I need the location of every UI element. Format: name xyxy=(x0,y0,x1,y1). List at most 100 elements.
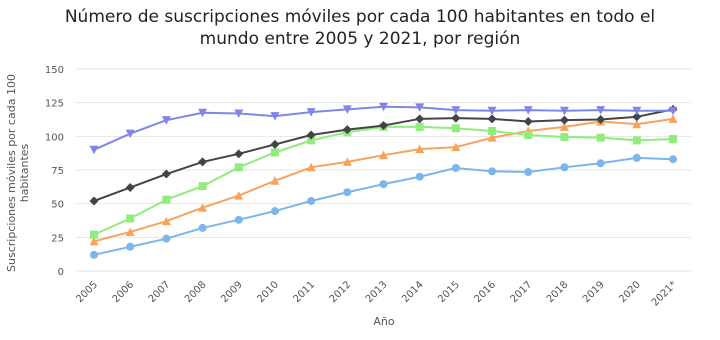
point xyxy=(307,196,316,205)
point xyxy=(415,172,424,181)
point xyxy=(632,136,641,145)
chart-title: Número de suscripciones móviles por cada… xyxy=(0,6,720,50)
point xyxy=(596,133,605,142)
x-tick-label: 2012 xyxy=(328,279,354,305)
point xyxy=(343,188,352,197)
x-tick-label: 2005 xyxy=(74,279,100,305)
point xyxy=(668,114,678,123)
point xyxy=(342,157,352,166)
point xyxy=(126,214,135,223)
x-tick-label: 2020 xyxy=(617,279,643,305)
point xyxy=(632,106,642,116)
point xyxy=(451,113,461,123)
point xyxy=(487,106,497,116)
point xyxy=(307,136,316,145)
point xyxy=(415,114,425,124)
point xyxy=(669,135,677,144)
point xyxy=(560,133,569,142)
point xyxy=(89,196,99,206)
point xyxy=(488,126,497,135)
point xyxy=(198,108,208,118)
point xyxy=(632,112,642,122)
point xyxy=(306,108,316,117)
point xyxy=(632,153,641,162)
point xyxy=(524,168,533,177)
x-tick-label: 2011 xyxy=(291,279,317,305)
point xyxy=(161,216,171,226)
y-tick-label: 50 xyxy=(51,200,64,211)
x-tick-label: 2016 xyxy=(472,279,498,305)
point xyxy=(379,102,388,112)
point xyxy=(524,130,533,139)
x-axis-label: Año xyxy=(373,315,394,328)
x-tick-label: 2009 xyxy=(219,279,245,305)
point xyxy=(89,145,99,155)
y-tick-label: 75 xyxy=(51,166,64,177)
point xyxy=(415,144,425,154)
point xyxy=(234,191,244,200)
point xyxy=(379,180,388,189)
x-tick-label: 2007 xyxy=(147,279,173,305)
point xyxy=(523,117,533,127)
point xyxy=(451,106,461,115)
point xyxy=(126,242,135,251)
point xyxy=(342,125,352,135)
y-tick-label: 0 xyxy=(58,267,64,278)
point xyxy=(487,114,497,124)
point xyxy=(162,195,171,204)
point xyxy=(379,121,388,131)
point xyxy=(90,250,98,259)
point xyxy=(161,169,171,179)
point xyxy=(198,203,208,212)
y-tick-label: 125 xyxy=(45,99,64,110)
point xyxy=(632,119,642,129)
point xyxy=(668,106,678,116)
point xyxy=(234,215,243,224)
point xyxy=(596,106,606,115)
point xyxy=(560,163,569,172)
x-tick-label: 2019 xyxy=(581,279,607,305)
point xyxy=(415,103,425,112)
point xyxy=(559,106,569,116)
point xyxy=(162,234,171,243)
x-tick-label: 2014 xyxy=(400,279,426,305)
point xyxy=(125,227,135,236)
point xyxy=(306,130,316,140)
point xyxy=(161,116,171,125)
point xyxy=(487,133,497,142)
point xyxy=(559,122,569,131)
point xyxy=(270,148,279,157)
point xyxy=(125,129,135,139)
x-tick-label: 2008 xyxy=(183,279,209,305)
x-tick-label: 2013 xyxy=(364,279,390,305)
point xyxy=(451,142,461,152)
point xyxy=(234,149,244,159)
point xyxy=(379,150,388,160)
x-tick-label: 2018 xyxy=(545,279,571,305)
point xyxy=(451,163,460,172)
point xyxy=(342,105,352,114)
point xyxy=(596,159,605,168)
point xyxy=(596,115,606,124)
x-tick-label: 2006 xyxy=(111,279,137,305)
point xyxy=(270,176,280,185)
point xyxy=(198,157,208,167)
point xyxy=(234,163,243,172)
x-tick-label: 2015 xyxy=(436,279,462,305)
point xyxy=(523,106,533,115)
chart-title-text: Número de suscripciones móviles por cada… xyxy=(64,7,656,49)
point xyxy=(270,207,279,216)
y-tick-label: 100 xyxy=(45,132,64,143)
point xyxy=(90,230,98,239)
point xyxy=(559,115,569,125)
x-tick-label: 2017 xyxy=(509,279,535,305)
point xyxy=(669,155,677,164)
point xyxy=(89,236,99,246)
point xyxy=(125,183,135,193)
point xyxy=(198,223,207,232)
point xyxy=(198,182,207,191)
point xyxy=(270,139,280,149)
point xyxy=(488,167,497,176)
